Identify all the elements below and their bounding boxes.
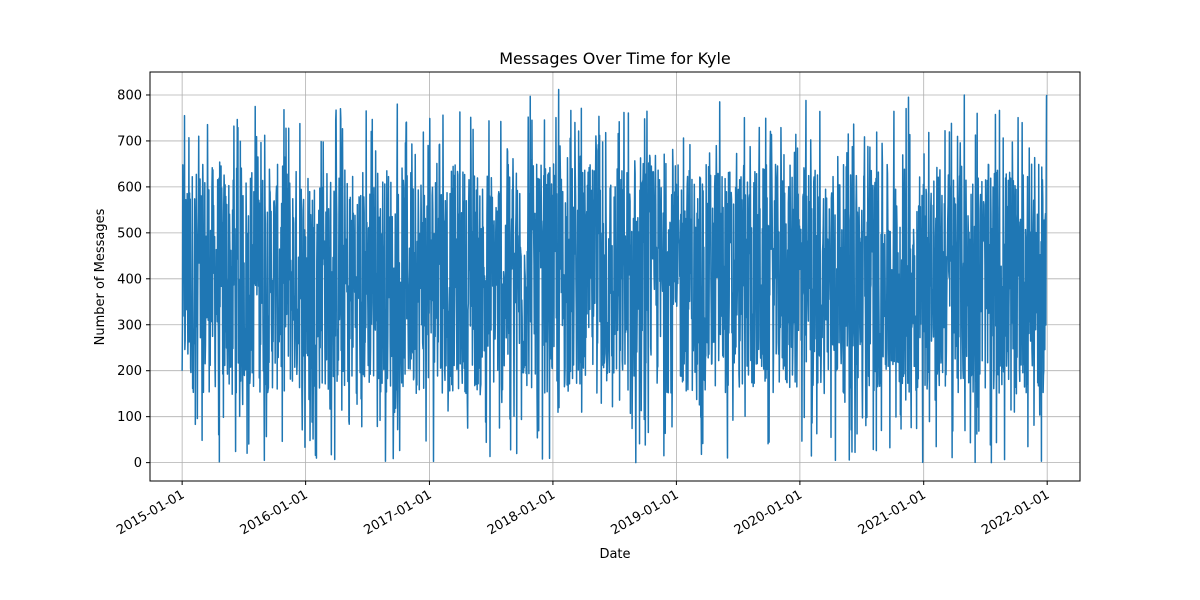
y-tick-label: 600 bbox=[117, 180, 142, 195]
y-tick-label: 700 bbox=[117, 134, 142, 149]
y-tick-label: 0 bbox=[134, 456, 142, 471]
chart-title: Messages Over Time for Kyle bbox=[499, 49, 731, 68]
series-line bbox=[181, 88, 1048, 464]
y-tick-label: 800 bbox=[117, 88, 142, 103]
y-tick-label: 400 bbox=[117, 272, 142, 287]
y-tick-label: 500 bbox=[117, 226, 142, 241]
series-layer bbox=[181, 88, 1048, 464]
y-tick-label: 300 bbox=[117, 318, 142, 333]
plot-frame bbox=[149, 71, 1081, 482]
y-axis-ticks: 0 100 200 300 400 500 600 700 800 bbox=[117, 88, 150, 471]
y-tick-label: 200 bbox=[117, 364, 142, 379]
y-axis-label: Number of Messages bbox=[93, 208, 108, 345]
x-axis-label: Date bbox=[599, 547, 630, 562]
y-tick-label: 100 bbox=[117, 410, 142, 425]
